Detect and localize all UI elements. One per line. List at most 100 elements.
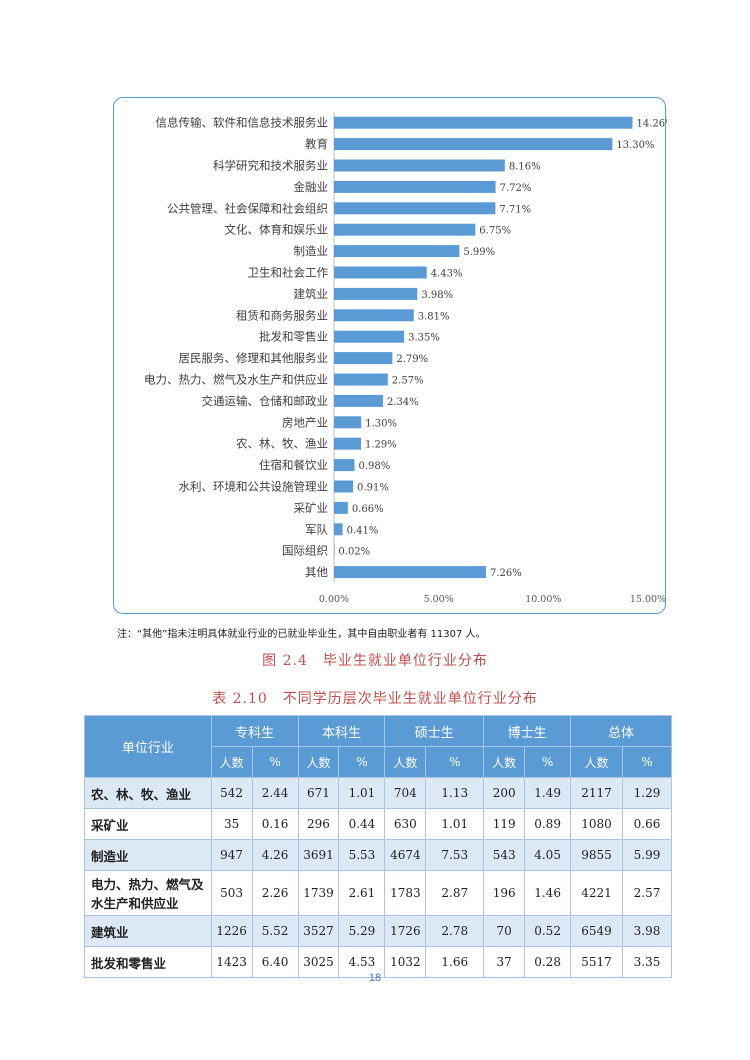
cell: 1.66 bbox=[425, 946, 485, 978]
cell: 1423 bbox=[210, 946, 253, 978]
header-count: 人数 bbox=[483, 746, 526, 778]
header-percent: % bbox=[524, 746, 572, 778]
category-label: 卫生和社会工作 bbox=[248, 266, 329, 280]
cell: 0.89 bbox=[524, 808, 572, 840]
bar bbox=[334, 330, 405, 343]
cell: 7.53 bbox=[425, 839, 485, 871]
cell: 0.52 bbox=[524, 915, 572, 947]
category-label: 采矿业 bbox=[294, 501, 329, 515]
table-caption: 表 2.10 不同学历层次毕业生就业单位行业分布 bbox=[212, 691, 538, 707]
header-group: 本科生 bbox=[297, 715, 386, 747]
bar bbox=[334, 287, 418, 300]
value-label: 0.98% bbox=[359, 461, 391, 472]
header-industry: 单位行业 bbox=[84, 715, 212, 778]
cell: 70 bbox=[483, 915, 526, 947]
bar bbox=[334, 245, 460, 258]
cell: 2.78 bbox=[425, 915, 485, 947]
header-group: 硕士生 bbox=[384, 715, 485, 747]
cell: 3.35 bbox=[621, 946, 673, 978]
category-label: 建筑业 bbox=[294, 287, 329, 301]
cell: 0.44 bbox=[338, 808, 386, 840]
category-label: 水利、环境和公共设施管理业 bbox=[179, 480, 329, 494]
cell: 1226 bbox=[210, 915, 253, 947]
value-label: 2.34% bbox=[387, 397, 419, 408]
bar bbox=[334, 266, 427, 279]
cell: 9855 bbox=[570, 839, 623, 871]
category-label: 公共管理、社会保障和社会组织 bbox=[167, 201, 328, 215]
bar bbox=[334, 523, 343, 536]
category-label: 农、林、牧、渔业 bbox=[236, 437, 328, 451]
header-count: 人数 bbox=[570, 746, 623, 778]
cell: 4674 bbox=[384, 839, 427, 871]
cell: 1.01 bbox=[338, 777, 386, 809]
cell: 2.26 bbox=[251, 870, 299, 916]
bar bbox=[334, 394, 383, 407]
value-label: 0.91% bbox=[357, 483, 389, 494]
cell: 4.05 bbox=[524, 839, 572, 871]
cell: 1.13 bbox=[425, 777, 485, 809]
table-row: 制造业 947 4.26 3691 5.53 4674 7.53 543 4.0… bbox=[84, 839, 673, 871]
bar bbox=[334, 566, 486, 579]
category-label: 国际组织 bbox=[282, 544, 328, 558]
category-label: 教育 bbox=[305, 137, 328, 151]
header-percent: % bbox=[251, 746, 299, 778]
x-tick-label: 10.00% bbox=[525, 594, 561, 605]
cell: 0.28 bbox=[524, 946, 572, 978]
cell: 5.99 bbox=[621, 839, 673, 871]
cell: 0.66 bbox=[621, 808, 673, 840]
category-label: 交通运输、仓储和邮政业 bbox=[202, 394, 329, 408]
bar bbox=[334, 437, 362, 450]
value-label: 7.26% bbox=[490, 568, 522, 579]
header-percent: % bbox=[338, 746, 386, 778]
value-label: 4.43% bbox=[431, 269, 463, 280]
cell: 2.61 bbox=[338, 870, 386, 916]
chart-note: 注：“其他”指未注明具体就业行业的已就业毕业生，其中自由职业者有 11307 人… bbox=[117, 629, 486, 640]
value-label: 3.81% bbox=[418, 311, 450, 322]
row-industry: 采矿业 bbox=[84, 808, 212, 840]
row-industry: 制造业 bbox=[84, 839, 212, 871]
header-group: 总体 bbox=[570, 715, 672, 747]
bar-chart-panel: 信息传输、软件和信息技术服务业 14.26% 教育 13.30% 科学研究和技术服务业 8… bbox=[113, 97, 667, 614]
category-label: 房地产业 bbox=[282, 415, 328, 429]
cell: 671 bbox=[297, 777, 340, 809]
cell: 3025 bbox=[297, 946, 340, 978]
cell: 35 bbox=[210, 808, 253, 840]
header-percent: % bbox=[425, 746, 485, 778]
category-label: 金融业 bbox=[294, 180, 329, 194]
category-label: 住宿和餐饮业 bbox=[259, 458, 328, 472]
cell: 543 bbox=[483, 839, 526, 871]
bar bbox=[334, 544, 335, 557]
header-percent: % bbox=[621, 746, 673, 778]
value-label: 1.29% bbox=[365, 440, 397, 451]
cell: 5.53 bbox=[338, 839, 386, 871]
header-group: 专科生 bbox=[210, 715, 299, 747]
value-label: 7.72% bbox=[500, 183, 532, 194]
bar bbox=[334, 159, 505, 172]
bar bbox=[334, 180, 496, 193]
cell: 1032 bbox=[384, 946, 427, 978]
table-row: 建筑业 1226 5.52 3527 5.29 1726 2.78 70 0.5… bbox=[84, 915, 673, 947]
value-label: 3.35% bbox=[408, 333, 440, 344]
table-row: 采矿业 35 0.16 296 0.44 630 1.01 119 0.89 1… bbox=[84, 808, 673, 840]
cell: 2.87 bbox=[425, 870, 485, 916]
value-label: 2.79% bbox=[396, 354, 428, 365]
value-label: 8.16% bbox=[509, 162, 541, 173]
category-label: 租赁和商务服务业 bbox=[236, 308, 328, 322]
cell: 503 bbox=[210, 870, 253, 916]
bar bbox=[334, 223, 476, 236]
cell: 1.46 bbox=[524, 870, 572, 916]
cell: 119 bbox=[483, 808, 526, 840]
cell: 4.53 bbox=[338, 946, 386, 978]
bar bbox=[334, 501, 348, 514]
cell: 6549 bbox=[570, 915, 623, 947]
value-label: 1.30% bbox=[365, 418, 397, 429]
bar bbox=[334, 480, 354, 493]
value-label: 0.66% bbox=[352, 504, 384, 515]
cell: 630 bbox=[384, 808, 427, 840]
bar bbox=[334, 416, 362, 429]
bar bbox=[334, 352, 393, 365]
value-label: 2.57% bbox=[392, 376, 424, 387]
value-label: 5.99% bbox=[463, 247, 495, 258]
cell: 200 bbox=[483, 777, 526, 809]
cell: 296 bbox=[297, 808, 340, 840]
